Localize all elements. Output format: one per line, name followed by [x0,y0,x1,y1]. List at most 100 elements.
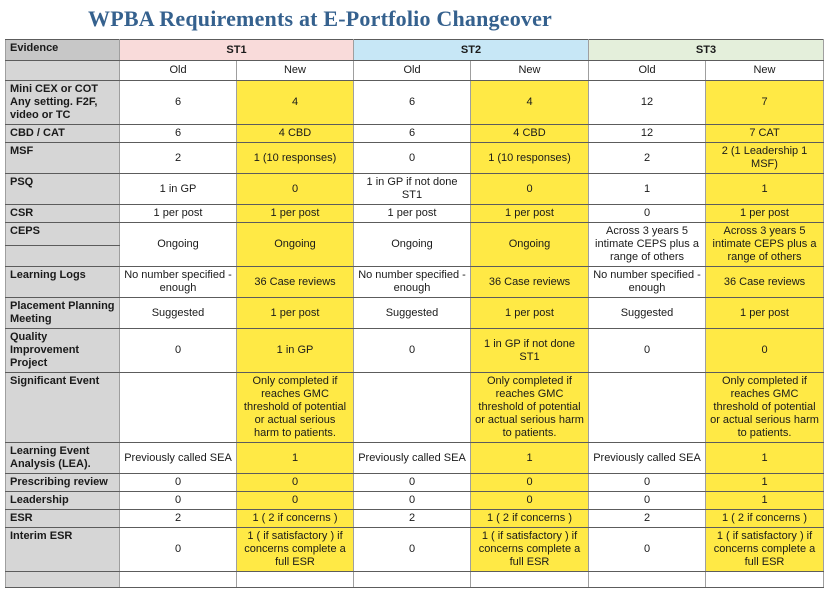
cell-st2-new: 1 ( if satisfactory ) if concerns comple… [470,527,589,572]
table-row: Placement Planning Meeting Suggested 1 per… [5,297,824,329]
cell-st2-old: 0 [353,142,471,174]
row-label: CEPS [5,222,120,246]
cell-st3-new: Across 3 years 5 intimate CEPS plus a ra… [705,222,824,267]
cell-st3-old: 0 [588,328,706,373]
cell-st2-new: 1 in GP if not done ST1 [470,328,589,373]
subheader-st3-new: New [705,60,824,81]
cell-st3-new: 0 [705,328,824,373]
cell-st2-old: Suggested [353,297,471,329]
page: { "title": "WPBA Requirements at E-Portf… [0,6,828,598]
cell-st2-old: No number specified - enough [353,266,471,298]
cell-st3-new: 36 Case reviews [705,266,824,298]
subheader-st1-old: Old [119,60,237,81]
row-label: CBD / CAT [5,124,120,143]
cell-st3-old: 0 [588,204,706,223]
cell-st3-new: 7 [705,80,824,125]
cell-st2-old [353,372,471,443]
cell-st2-new: Only completed if reaches GMC threshold … [470,372,589,443]
table-row: Learning Event Analysis (LEA). Previously… [5,442,824,474]
cell-st3-old: 2 [588,509,706,528]
cell-st3-new: 1 [705,491,824,510]
cell-st2-old: 6 [353,124,471,143]
page-title: WPBA Requirements at E-Portfolio Changeo… [88,6,553,31]
table-row [5,571,824,588]
row-label: CSR [5,204,120,223]
cell-st2-new: 1 (10 responses) [470,142,589,174]
cell-st1-new: 0 [236,491,354,510]
row-label: Mini CEX or COT Any setting. F2F, video … [5,80,120,125]
cell-st1-new: 36 Case reviews [236,266,354,298]
cell-st1-new: 4 CBD [236,124,354,143]
table-row: Quality Improvement Project 0 1 in GP 0 1 in… [5,328,824,373]
stage-header-st3: ST3 [588,39,824,61]
row-label: MSF [5,142,120,174]
cell-st2-old: 0 [353,491,471,510]
cell-st1-old [119,372,237,443]
cell-st1-new: 1 ( 2 if concerns ) [236,509,354,528]
row-label: Quality Improvement Project [5,328,120,373]
cell-st1-new: 1 (10 responses) [236,142,354,174]
cell-st3-old: 12 [588,80,706,125]
cell-st1-new: 1 per post [236,297,354,329]
cell-st3-new: 1 [705,442,824,474]
row-label: Learning Event Analysis (LEA). [5,442,120,474]
cell-st3-new: 1 [705,173,824,205]
cell-st1-new: Only completed if reaches GMC threshold … [236,372,354,443]
stage-header-st2: ST2 [353,39,589,61]
cell-st2-new: 1 ( 2 if concerns ) [470,509,589,528]
stage-header-st1: ST1 [119,39,354,61]
table-row-label-filler [5,244,824,268]
cell-st1-old: 1 in GP [119,173,237,205]
cell-st3-old: 0 [588,491,706,510]
cell-st2-old: 6 [353,80,471,125]
subheader-st3-old: Old [588,60,706,81]
cell-st3-old: No number specified - enough [588,266,706,298]
table-row: CBD / CAT 6 4 CBD 6 4 CBD 12 7 CAT [5,124,824,143]
cell-st1-old: 0 [119,491,237,510]
cell-st2-new [470,571,589,588]
row-label: Prescribing review [5,473,120,492]
cell-st1-old: 0 [119,328,237,373]
cell-st3-new: Only completed if reaches GMC threshold … [705,372,824,443]
cell-st2-old: 1 per post [353,204,471,223]
cell-st3-new: 1 per post [705,204,824,223]
table-body: Mini CEX or COT Any setting. F2F, video … [5,80,824,588]
cell-st3-old: 12 [588,124,706,143]
cell-st1-old: Suggested [119,297,237,329]
cell-st3-new: 2 (1 Leadership 1 MSF) [705,142,824,174]
cell-st1-old: 6 [119,80,237,125]
subheader-st1-new: New [236,60,354,81]
cell-st2-old: 2 [353,509,471,528]
cell-st1-old: 2 [119,509,237,528]
cell-st3-old [588,571,706,588]
cell-st2-new: 4 CBD [470,124,589,143]
cell-st2-new: 0 [470,173,589,205]
cell-st3-old [588,372,706,443]
requirements-table: Evidence ST1 ST2 ST3 Old New Old New Old… [5,39,824,588]
cell-st2-old: Ongoing [353,222,471,267]
table-row: ESR 2 1 ( 2 if concerns ) 2 1 ( 2 if concern… [5,509,824,528]
table-row: MSF 2 1 (10 responses) 0 1 (10 responses) 2 2 … [5,142,824,174]
subheader-st2-old: Old [353,60,471,81]
cell-st2-old: Previously called SEA [353,442,471,474]
cell-st1-new: 0 [236,173,354,205]
cell-st1-new: Ongoing [236,222,354,267]
cell-st1-old [119,571,237,588]
cell-st2-new: 1 [470,442,589,474]
cell-st2-old: 0 [353,527,471,572]
cell-st2-new: 4 [470,80,589,125]
cell-st2-new: 0 [470,491,589,510]
row-label: ESR [5,509,120,528]
cell-st2-old: 0 [353,473,471,492]
table-row: PSQ 1 in GP 0 1 in GP if not done ST1 0 1 1 [5,173,824,205]
row-label [5,571,120,588]
table-row: CEPS Ongoing Ongoing Ongoing Ongoing Across 3… [5,222,824,267]
cell-st3-new: 1 per post [705,297,824,329]
cell-st2-new: Ongoing [470,222,589,267]
table-row: Prescribing review 0 0 0 0 0 1 [5,473,824,492]
cell-st2-new: 0 [470,473,589,492]
row-label: Significant Event [5,372,120,443]
cell-st1-new: 4 [236,80,354,125]
cell-st1-new: 1 [236,442,354,474]
cell-st3-old: Across 3 years 5 intimate CEPS plus a ra… [588,222,706,267]
